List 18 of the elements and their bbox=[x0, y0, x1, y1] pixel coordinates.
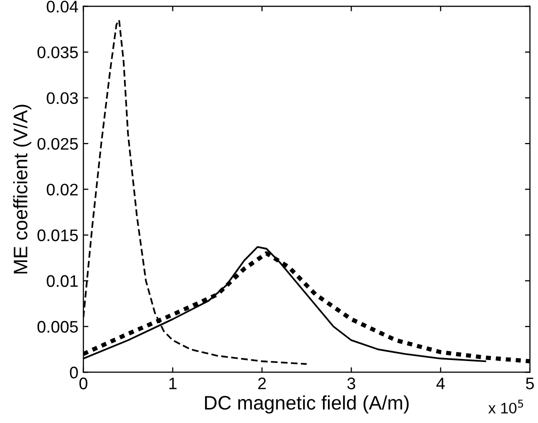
x-axis-title: DC magnetic field (A/m) bbox=[205, 395, 409, 414]
y-tick-label: 0 bbox=[70, 366, 78, 378]
y-tick-label: 0.025 bbox=[37, 138, 78, 150]
y-tick-label: 0.02 bbox=[46, 184, 78, 196]
y-axis-title: ME coefficient (V/A) bbox=[13, 104, 32, 274]
y-tick-label: 0.015 bbox=[37, 229, 78, 242]
y-tick-label: 0.035 bbox=[37, 46, 78, 58]
x-tick-label: 1 bbox=[169, 378, 177, 390]
x-tick-label: 0 bbox=[79, 378, 88, 390]
x-tick-label: 3 bbox=[347, 378, 356, 390]
x-tick-label: 4 bbox=[436, 378, 445, 390]
y-tick-label: 0.01 bbox=[46, 275, 78, 287]
y-tick-label: 0.04 bbox=[46, 0, 78, 13]
text: x 10$^{5}$ bbox=[488, 400, 524, 414]
x-tick-label: 5 bbox=[526, 378, 534, 390]
x-tick-label: 2 bbox=[258, 378, 266, 390]
y-tick-label: 0.03 bbox=[46, 92, 78, 104]
y-tick-label: 0.005 bbox=[37, 320, 78, 333]
